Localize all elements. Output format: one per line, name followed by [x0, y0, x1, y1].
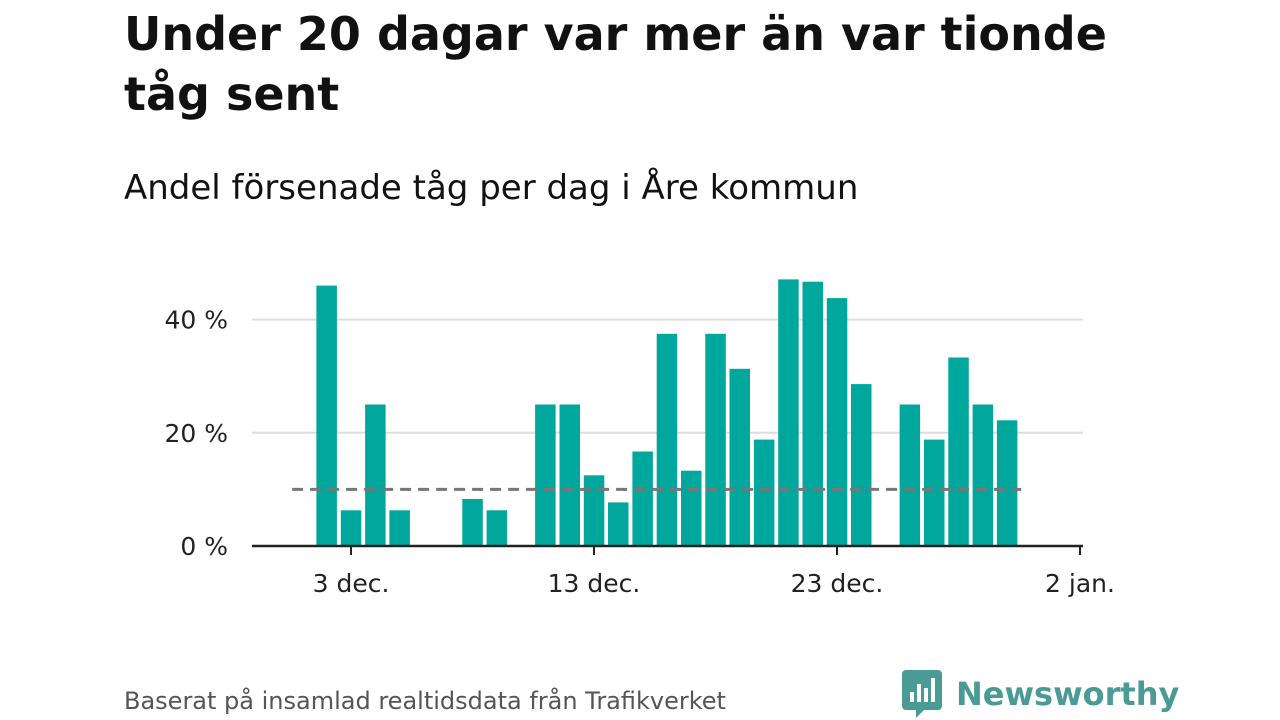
- brand: Newsworthy: [902, 668, 1179, 720]
- bar: [632, 451, 653, 546]
- chart-subtitle: Andel försenade tåg per dag i Åre kommun: [124, 168, 859, 208]
- x-axis-labels: 3 dec. 13 dec. 23 dec. 2 jan.: [313, 569, 1115, 598]
- bar: [972, 404, 994, 546]
- bar: [778, 279, 799, 546]
- bar: [948, 357, 969, 546]
- bar: [608, 502, 629, 546]
- y-tick-label: 20 %: [164, 419, 228, 448]
- x-tick-label: 2 jan.: [1045, 569, 1115, 598]
- bar: [389, 510, 410, 546]
- x-tick-label: 23 dec.: [791, 569, 884, 598]
- bar: [340, 510, 362, 546]
- bar: [462, 499, 483, 546]
- bar: [899, 404, 921, 546]
- bar: [559, 404, 580, 546]
- bar: [851, 384, 872, 546]
- bar: [365, 404, 386, 546]
- bar: [681, 470, 702, 546]
- bar: [729, 368, 750, 546]
- y-tick-label: 40 %: [164, 306, 228, 335]
- bar: [486, 510, 508, 546]
- bar: [753, 439, 775, 546]
- x-tick-label: 3 dec.: [313, 569, 390, 598]
- bar: [826, 298, 848, 546]
- chart-title: Under 20 dagar var mer än var tionde tåg…: [124, 7, 1107, 121]
- x-axis: [252, 544, 1083, 555]
- bar: [705, 333, 726, 547]
- bars: [316, 279, 1018, 547]
- bar: [535, 404, 556, 546]
- bar: [656, 333, 678, 547]
- y-tick-label: 0 %: [180, 532, 228, 561]
- x-tick-label: 13 dec.: [548, 569, 641, 598]
- bar: [996, 420, 1018, 546]
- bar: [802, 281, 823, 546]
- source-note: Baserat på insamlad realtidsdata från Tr…: [124, 687, 726, 715]
- bar: [924, 439, 945, 546]
- y-axis-labels: 0 % 20 % 40 %: [164, 306, 228, 561]
- newsworthy-logo-icon: [902, 670, 942, 718]
- brand-name: Newsworthy: [956, 675, 1180, 713]
- bar: [583, 475, 605, 547]
- bar: [316, 285, 337, 546]
